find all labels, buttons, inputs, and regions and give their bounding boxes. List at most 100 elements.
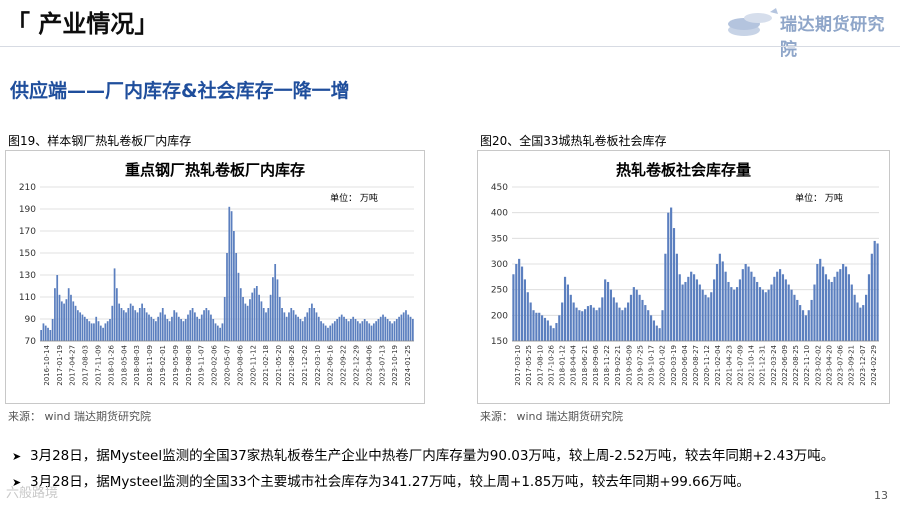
chart-1-bar [86, 319, 88, 341]
chart-2-bar [867, 274, 871, 341]
chart-1-bar [379, 316, 382, 341]
chart-2-bar [586, 306, 590, 341]
chart-2-xtick-label: 2022-06-09 [781, 345, 789, 386]
chart-1-bar [315, 312, 318, 341]
chart-1-bar [152, 319, 155, 341]
chart-2-bar [595, 310, 598, 341]
chart-1-xtick-label: 2016-10-14 [43, 344, 51, 385]
chart-2-bar [807, 310, 810, 341]
chart-1-bar [276, 279, 279, 341]
chart-2-bar [784, 279, 787, 341]
chart-1-bar [111, 305, 114, 341]
chart-1-bar [120, 308, 123, 341]
chart-2-bar [801, 310, 805, 341]
chart-2-bar [827, 279, 830, 341]
chart-1-bar [54, 288, 56, 341]
chart-2-bar [546, 320, 549, 341]
chart-1-bar [320, 321, 322, 341]
chart-1-bar [138, 308, 141, 341]
chart-2-unit-label: 单位： 万吨 [795, 192, 843, 204]
chart-1-bar [122, 310, 125, 341]
chart-2-bar [744, 264, 747, 341]
chart-1-bar [205, 308, 208, 341]
chart-1-bar [214, 323, 217, 341]
chart-1-bar [235, 253, 238, 341]
chart-1-bar [184, 319, 187, 341]
chart-1-bar [333, 321, 336, 341]
chart-1-bar [370, 325, 373, 341]
chart-1-bar [230, 211, 233, 341]
chart-1-bar [290, 308, 293, 341]
chart-2-bar [672, 228, 676, 341]
chart-1-bar [228, 206, 231, 341]
chart-1-bar [237, 272, 240, 341]
chart-2-xtick-label: 2024-02-29 [870, 345, 878, 386]
chart-2-bar [747, 266, 750, 341]
chart-2-bar [589, 305, 592, 341]
chart-2-bar [839, 269, 842, 341]
chart-2-bar [664, 253, 667, 341]
section-title: 供应端——厂内库存&社会库存一降一增 [10, 80, 350, 102]
chart-1-xtick-label: 2021-12-02 [301, 345, 309, 386]
chart-2-bar [761, 289, 764, 341]
chart-2-bar [684, 281, 687, 341]
chart-1-bar [76, 310, 79, 341]
chart-2-bar [541, 315, 544, 341]
chart-2-bar [621, 310, 624, 341]
chart-2-bar [575, 307, 578, 341]
chart-2-xtick-label: 2023-04-20 [825, 345, 833, 386]
chart-1-xtick-label: 2018-01-26 [107, 344, 115, 385]
chart-1-bar [285, 316, 288, 341]
chart-2-xtick-label: 2021-10-14 [748, 344, 756, 385]
chart-2-bar [632, 287, 635, 341]
chart-1-bar [251, 292, 254, 341]
chart-1-xtick-label: 2023-04-06 [365, 344, 373, 385]
chart-2-xtick-label: 2020-03-19 [670, 345, 678, 386]
chart-2-xtick-label: 2020-06-04 [681, 344, 689, 385]
chart-2-ytick-label: 200 [491, 311, 508, 321]
chart-1-bar [398, 316, 400, 341]
chart-1-bar [168, 321, 171, 341]
chart-2-bar [549, 325, 552, 341]
chart-2-bar [836, 271, 839, 341]
chart-2-xtick-label: 2023-02-02 [814, 345, 822, 386]
chart-2-xtick-label: 2020-11-12 [703, 345, 711, 386]
chart-2-ytick-label: 450 [491, 183, 508, 193]
chart-1-bar [340, 314, 343, 341]
chart-2-xtick-label: 2020-01-02 [659, 345, 667, 386]
chart-2-bar [707, 297, 710, 341]
chart-1-bar [313, 308, 316, 341]
chart-2-bar [770, 284, 773, 341]
chart-2-bar [670, 207, 673, 341]
chart-1-bar [161, 308, 164, 341]
chart-2-bar [790, 289, 793, 341]
bullet-1: ➤ 3月28日，据Mysteel监测的全国37家热轧板卷生产企业中热卷厂内库存量为… [12, 444, 834, 464]
chart-1-ytick-label: 130 [19, 271, 36, 281]
figure-caption-1: 图19、样本钢厂热轧卷板厂内库存 [8, 134, 192, 148]
chart-1-bar [95, 316, 98, 341]
chart-1-bar [56, 275, 59, 341]
chart-1-bar [356, 321, 359, 341]
chart-2-bar [627, 302, 630, 341]
chart-2-bar [520, 266, 524, 341]
chart-1-bar [58, 294, 61, 341]
chart-1-bar [219, 327, 221, 341]
chart-2-bar [681, 284, 684, 341]
chart-1-xtick-label: 2017-04-27 [69, 345, 77, 386]
chart-1-xtick-label: 2022-09-22 [340, 345, 348, 386]
chart-1-bar [272, 277, 274, 341]
chart-2-bar [535, 312, 538, 341]
chart-1-xtick-label: 2024-01-25 [404, 345, 412, 386]
chart-1-xtick-label: 2022-12-29 [352, 345, 360, 386]
chart-1-bar [47, 327, 49, 341]
chart-1-bar [265, 312, 267, 341]
chart-1-bar [154, 321, 157, 341]
chart-1-bar [405, 310, 407, 341]
chart-1-bar [343, 316, 345, 341]
chart-1-bar [125, 312, 127, 341]
chart-2-bar [543, 317, 547, 341]
chart-1-bar [400, 314, 403, 341]
chart-1-bar [207, 310, 210, 341]
chart-1-bar [377, 319, 380, 341]
chart-1-xtick-label: 2019-08-08 [185, 345, 193, 386]
